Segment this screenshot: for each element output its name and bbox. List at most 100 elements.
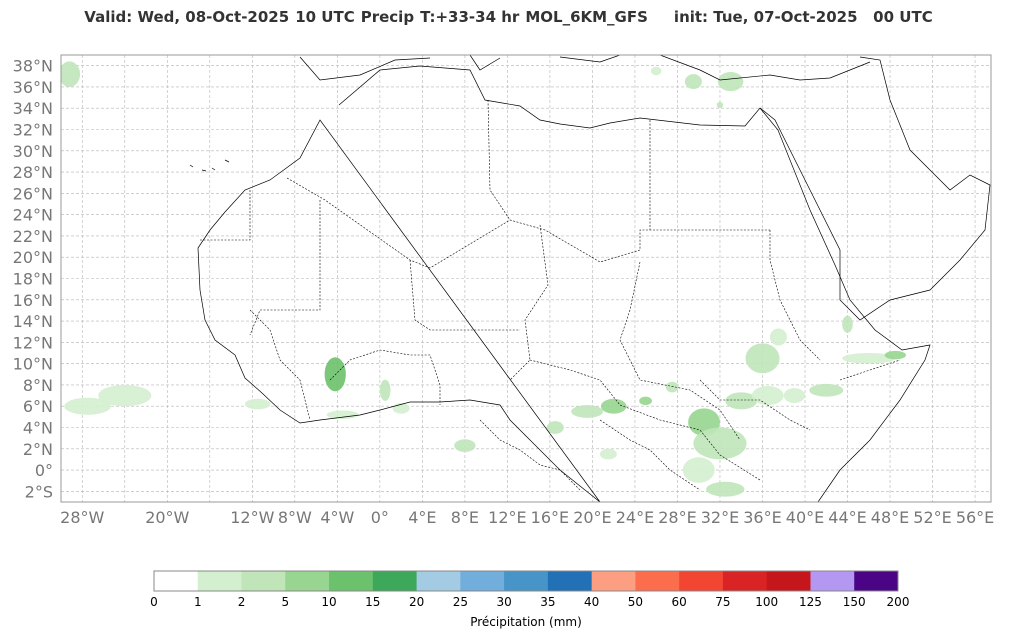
colorbar-tick-label: 200	[887, 595, 910, 609]
precipitation-layer	[61, 61, 906, 497]
latitude-labels: 38°N 36°N 34°N 32°N 30°N 28°N 26°N 24°N 22°N 20°N…	[13, 57, 53, 502]
lat-tick-label: 2°N	[23, 440, 53, 459]
coastlines	[189, 55, 991, 502]
lat-tick-label: 8°N	[23, 376, 53, 395]
lat-tick-label: 10°N	[13, 355, 53, 374]
colorbar-swatch	[722, 571, 768, 591]
lon-tick-label: 32°E	[701, 508, 739, 527]
colorbar-swatch	[329, 571, 374, 591]
precip-area	[884, 350, 906, 360]
precip-area	[64, 397, 111, 415]
title-lead: T:+33-34 hr	[420, 8, 520, 26]
lon-tick-label: 28°W	[60, 508, 104, 527]
precip-area	[324, 357, 346, 392]
title-field: Precip	[360, 8, 415, 26]
precip-area	[639, 396, 652, 406]
title-model: MOL_6KM_GFS	[525, 8, 648, 26]
colorbar-swatch	[416, 571, 461, 591]
colorbar-tick-label: 25	[453, 595, 468, 609]
lon-tick-label: 36°E	[743, 508, 781, 527]
colorbar-tick-label: 100	[755, 595, 778, 609]
precip-area	[842, 353, 896, 364]
lon-tick-label: 4°E	[408, 508, 436, 527]
precip-area	[571, 405, 604, 418]
lat-tick-label: 36°N	[13, 78, 53, 97]
lon-tick-label: 40°E	[786, 508, 824, 527]
colorbar-outline	[153, 570, 899, 592]
lon-tick-label: 12°E	[488, 508, 526, 527]
colorbar-swatch	[810, 571, 855, 591]
precip-area	[546, 421, 564, 434]
lon-tick-label: 8°E	[451, 508, 479, 527]
precip-area	[665, 381, 679, 393]
colorbar-tick-label: 60	[672, 595, 687, 609]
lon-tick-label: 20°E	[573, 508, 611, 527]
precip-area	[842, 315, 853, 333]
colorbar-swatch	[854, 571, 899, 591]
lon-tick-label: 44°E	[828, 508, 866, 527]
colorbar-tick-label: 2	[238, 595, 246, 609]
colorbar-swatch	[460, 571, 505, 591]
precip-area	[600, 398, 627, 414]
precip-area	[244, 398, 271, 410]
lon-tick-label: 24°E	[616, 508, 654, 527]
precip-area	[717, 72, 744, 92]
lon-tick-label: 8°W	[278, 508, 312, 527]
lon-tick-label: 12°W	[230, 508, 274, 527]
canary-islands	[189, 159, 230, 172]
arabia-coastline	[759, 56, 991, 321]
precip-area	[693, 427, 747, 460]
precip-area	[716, 101, 724, 109]
lat-tick-label: 30°N	[13, 142, 53, 161]
colorbar-swatch	[285, 571, 330, 591]
lat-tick-label: 4°N	[23, 419, 53, 438]
precip-area	[769, 328, 787, 346]
lon-tick-label: 0°	[371, 508, 389, 527]
precip-area	[809, 383, 844, 397]
lat-tick-label: 26°N	[13, 184, 53, 203]
lat-tick-label: 16°N	[13, 291, 53, 310]
precip-area	[706, 481, 745, 497]
lat-tick-label: 32°N	[13, 121, 53, 140]
precip-area	[684, 74, 702, 90]
colorbar-tick-label: 0	[150, 595, 158, 609]
colorbar-tick-label: 5	[281, 595, 289, 609]
lon-tick-label: 20°W	[145, 508, 189, 527]
colorbar-swatch	[241, 571, 286, 591]
precip-area	[783, 388, 805, 404]
lon-tick-label: 48°E	[871, 508, 909, 527]
lat-tick-label: 22°N	[13, 227, 53, 246]
lat-tick-label: 34°N	[13, 99, 53, 118]
colorbar-label: Précipitation (mm)	[470, 615, 582, 629]
colorbar-tick-label: 150	[843, 595, 866, 609]
colorbar-swatch	[766, 571, 811, 591]
colorbar-swatch	[635, 571, 680, 591]
precip-area	[650, 66, 662, 76]
colorbar-swatch	[547, 571, 593, 591]
colorbar-tick-label: 1	[194, 595, 202, 609]
lat-tick-label: 20°N	[13, 248, 53, 267]
africa-coastline	[197, 65, 931, 502]
colorbar-swatch	[154, 571, 199, 591]
colorbar-tick-label: 10	[321, 595, 336, 609]
lat-tick-label: 38°N	[13, 57, 53, 76]
precip-area	[326, 410, 359, 419]
lat-tick-label: 12°N	[13, 333, 53, 352]
lon-tick-label: 28°E	[658, 508, 696, 527]
colorbar: 0 1 2 5 10 15 20 25 30 35 40 50 60 75 100 125 150 200	[150, 570, 910, 609]
colorbar-tick-label: 35	[540, 595, 555, 609]
graticule	[61, 55, 991, 502]
lat-tick-label: 24°N	[13, 206, 53, 225]
colorbar-swatch	[197, 571, 243, 591]
lat-tick-label: 2°S	[25, 482, 53, 501]
precip-area	[98, 384, 152, 407]
lon-tick-label: 52°E	[913, 508, 951, 527]
precip-area	[454, 439, 476, 452]
colorbar-swatch	[679, 571, 724, 591]
map-frame	[60, 54, 992, 503]
lon-tick-label: 56°E	[956, 508, 994, 527]
lat-tick-label: 0°	[35, 461, 53, 480]
europe-coastline	[299, 55, 871, 81]
longitude-labels: 28°W 20°W 12°W 8°W 4°W 0° 4°E 8°E 12°E 16°E 20°E 24…	[60, 508, 994, 527]
